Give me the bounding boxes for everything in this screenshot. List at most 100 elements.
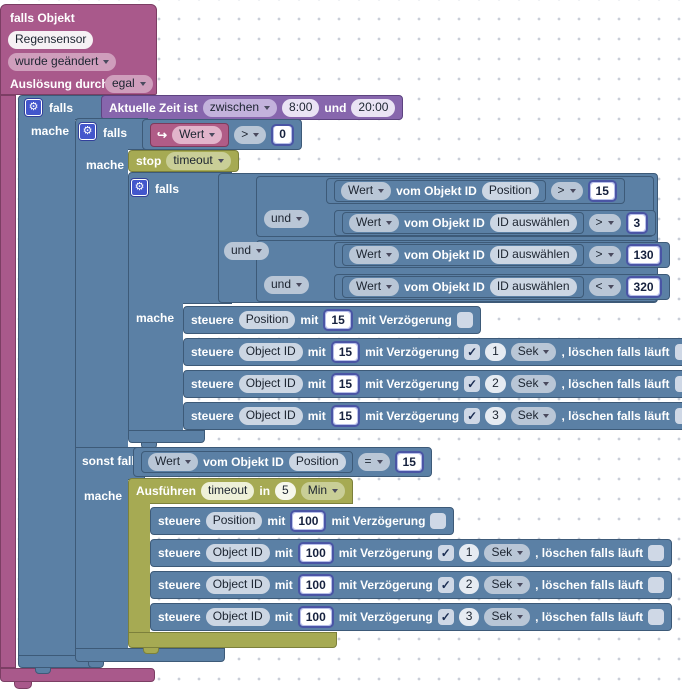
compare-op-dropdown[interactable]: < — [588, 278, 621, 296]
number-block[interactable]: 15 — [330, 373, 361, 395]
exec-unit-dropdown[interactable]: Min — [300, 482, 346, 500]
number-block[interactable]: 130 — [625, 244, 662, 266]
else-compare-block[interactable]: Wert vom Objekt ID Position = 15 — [133, 447, 432, 477]
object-id-field[interactable]: Object ID — [238, 375, 303, 393]
delay-unit-dropdown[interactable]: Sek — [510, 343, 557, 361]
value-dropdown[interactable]: Wert — [349, 278, 400, 296]
compare-block[interactable]: Wert vom Objekt ID ID auswählen < 320 — [334, 274, 670, 300]
und-outer-op-dropdown[interactable]: und — [224, 242, 270, 260]
object-id-field[interactable]: Position — [481, 182, 539, 200]
gear-icon[interactable]: ⚙ — [131, 179, 148, 196]
delay-num-field[interactable]: 3 — [458, 608, 480, 626]
delay-num-field[interactable]: 1 — [458, 544, 480, 562]
control-block[interactable]: steuere Object ID mit 15 mit Verzögerung… — [183, 370, 682, 398]
compare-block[interactable]: Wert vom Objekt ID ID auswählen > 3 — [334, 210, 657, 236]
delay-unit-dropdown[interactable]: Sek — [484, 608, 531, 626]
value-dropdown[interactable]: Wert — [172, 125, 223, 144]
clear-checkbox[interactable] — [674, 376, 682, 392]
delay-num-field[interactable]: 2 — [458, 576, 480, 594]
value-of-object-block[interactable]: Wert vom Objekt ID ID auswählen — [342, 212, 584, 234]
exec-target-field[interactable]: timeout — [201, 482, 255, 500]
object-id-field[interactable]: Position — [238, 311, 296, 329]
delay-num-field[interactable]: 1 — [485, 343, 506, 361]
clear-checkbox[interactable] — [648, 545, 665, 561]
object-id-field[interactable]: ID auswählen — [489, 246, 577, 264]
value-dropdown[interactable]: Wert — [341, 182, 392, 200]
number-block[interactable]: 100 — [297, 574, 334, 596]
delay-num-field[interactable]: 2 — [485, 375, 506, 393]
value-dropdown[interactable]: Wert — [349, 246, 400, 264]
time-from-field[interactable]: 8:00 — [282, 98, 320, 117]
clear-checkbox[interactable] — [674, 344, 682, 360]
time-to-field[interactable]: 20:00 — [351, 98, 396, 117]
delay-checkbox[interactable]: ✓ — [464, 408, 481, 424]
value-of-object-block[interactable]: Wert vom Objekt ID Position — [141, 451, 353, 473]
compare-op-dropdown[interactable]: > — [588, 214, 621, 232]
object-id-field[interactable]: Object ID — [238, 407, 303, 425]
if2-compare-block[interactable]: ↪ Wert > 0 — [142, 119, 302, 150]
delay-unit-dropdown[interactable]: Sek — [510, 407, 557, 425]
number-block[interactable]: 15 — [323, 309, 353, 331]
clear-checkbox[interactable] — [648, 609, 665, 625]
gear-icon[interactable]: ⚙ — [25, 99, 42, 116]
clear-checkbox[interactable] — [674, 408, 682, 424]
object-id-field[interactable]: Object ID — [238, 343, 303, 361]
number-block[interactable]: 320 — [625, 276, 662, 298]
control-block[interactable]: steuere Object ID mit 100 mit Verzögerun… — [150, 603, 673, 631]
compare-block[interactable]: Wert vom Objekt ID Position > 15 — [326, 178, 625, 204]
number-block[interactable]: 100 — [297, 606, 334, 628]
number-block[interactable]: 15 — [330, 341, 361, 363]
compare-op-dropdown[interactable]: > — [550, 182, 583, 200]
number-block[interactable]: 0 — [271, 123, 294, 146]
clear-checkbox[interactable] — [648, 577, 665, 593]
value-block[interactable]: ↪ Wert — [150, 122, 230, 147]
control-block[interactable]: steuere Object ID mit 100 mit Verzögerun… — [150, 571, 673, 599]
value-dropdown[interactable]: Wert — [349, 214, 400, 232]
value-of-object-block[interactable]: Wert vom Objekt ID Position — [334, 180, 546, 202]
value-dropdown[interactable]: Wert — [148, 453, 199, 471]
number-block[interactable]: 3 — [625, 212, 649, 234]
delay-checkbox[interactable]: ✓ — [437, 609, 454, 625]
number-block[interactable]: 100 — [290, 510, 327, 532]
delay-unit-dropdown[interactable]: Sek — [484, 576, 531, 594]
delay-checkbox[interactable] — [430, 513, 447, 529]
control-block[interactable]: steuere Object ID mit 15 mit Verzögerung… — [183, 338, 682, 366]
compare-op-dropdown[interactable]: > — [588, 246, 621, 264]
compare-op-dropdown[interactable]: = — [357, 453, 390, 471]
exec-num-field[interactable]: 5 — [275, 482, 296, 500]
und2-op-dropdown[interactable]: und — [264, 276, 310, 294]
number-block[interactable]: 15 — [330, 405, 361, 427]
control-block[interactable]: steuere Object ID mit 15 mit Verzögerung… — [183, 402, 682, 430]
trigger-block[interactable]: falls Objekt Regensensor wurde geändert … — [0, 4, 157, 95]
control-block[interactable]: steuere Object ID mit 100 mit Verzögerun… — [150, 539, 673, 567]
stop-timeout-block[interactable]: stop timeout — [128, 150, 239, 172]
object-id-field[interactable]: Position — [288, 453, 346, 471]
delay-unit-dropdown[interactable]: Sek — [510, 375, 557, 393]
object-id-field[interactable]: Object ID — [205, 608, 270, 626]
time-op-dropdown[interactable]: zwischen — [202, 98, 278, 117]
trigger-object-field[interactable]: Regensensor — [8, 31, 94, 49]
gear-icon[interactable]: ⚙ — [79, 123, 96, 140]
object-id-field[interactable]: Object ID — [205, 576, 270, 594]
compare-block[interactable]: Wert vom Objekt ID ID auswählen > 130 — [334, 242, 670, 268]
compare-op-dropdown[interactable]: > — [234, 125, 267, 144]
object-id-field[interactable]: Object ID — [205, 544, 270, 562]
und1-op-dropdown[interactable]: und — [264, 210, 310, 228]
delay-checkbox[interactable]: ✓ — [464, 344, 481, 360]
time-condition-block[interactable]: Aktuelle Zeit ist zwischen 8:00 und 20:0… — [101, 95, 404, 120]
control-block[interactable]: steuere Position mit 100 mit Verzögerung — [150, 507, 455, 535]
delay-checkbox[interactable]: ✓ — [437, 577, 454, 593]
control-block[interactable]: steuere Position mit 15 mit Verzögerung — [183, 306, 481, 334]
stop-target-dropdown[interactable]: timeout — [166, 152, 231, 170]
object-id-field[interactable]: ID auswählen — [489, 214, 577, 232]
delay-num-field[interactable]: 3 — [485, 407, 506, 425]
number-block[interactable]: 15 — [587, 180, 617, 202]
exec-timeout-block[interactable]: Ausführen timeout in 5 Min — [128, 478, 354, 504]
delay-checkbox[interactable] — [456, 312, 473, 328]
delay-checkbox[interactable]: ✓ — [464, 376, 481, 392]
value-of-object-block[interactable]: Wert vom Objekt ID ID auswählen — [342, 276, 584, 298]
delay-unit-dropdown[interactable]: Sek — [484, 544, 531, 562]
number-block[interactable]: 100 — [297, 542, 334, 564]
trigger-by-dropdown[interactable]: egal — [105, 75, 153, 93]
